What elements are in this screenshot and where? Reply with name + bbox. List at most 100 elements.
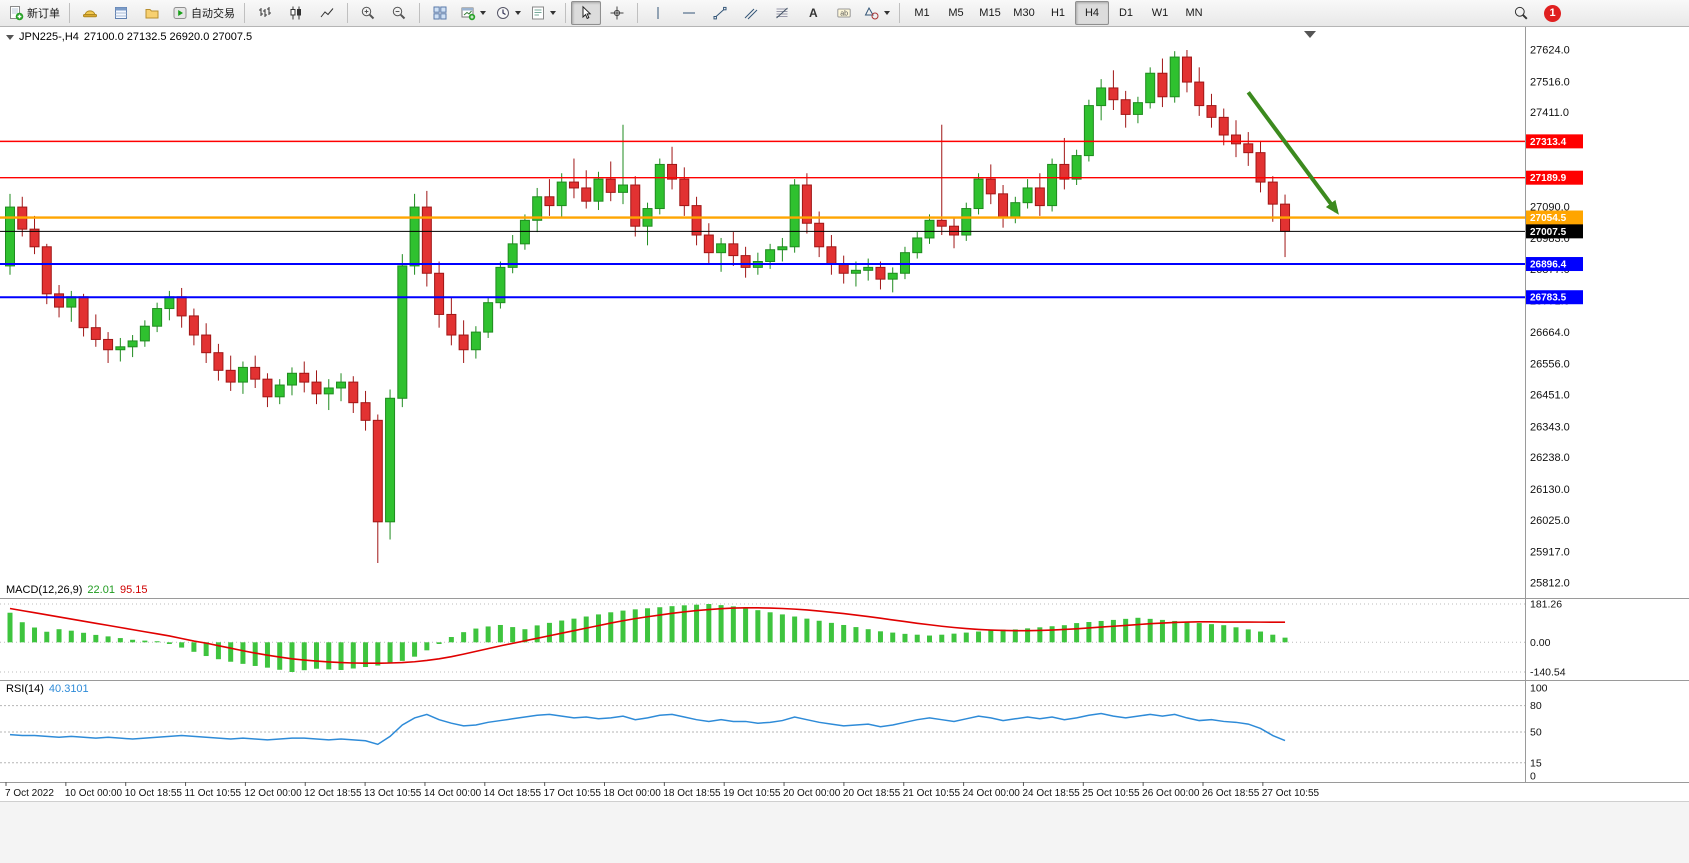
svg-text:10 Oct 00:00: 10 Oct 00:00 (65, 788, 123, 799)
svg-text:0.00: 0.00 (1530, 637, 1551, 649)
data-window-icon (115, 7, 127, 19)
toolbar-right-pad (1569, 13, 1685, 14)
search-icon (1514, 6, 1528, 20)
new-chart-icon (461, 7, 476, 21)
svg-text:11 Oct 10:55: 11 Oct 10:55 (185, 788, 242, 799)
macd-name: MACD(12,26,9) (6, 584, 83, 596)
svg-text:26451.0: 26451.0 (1530, 390, 1570, 402)
vertical-line-button[interactable] (643, 1, 673, 25)
svg-text:18 Oct 00:00: 18 Oct 00:00 (604, 788, 662, 799)
toolbar-separator (565, 3, 566, 23)
profiles-button[interactable] (75, 1, 105, 25)
candlestick-chart-button[interactable] (281, 1, 311, 25)
trendline-icon (713, 6, 727, 20)
search-button[interactable] (1506, 1, 1536, 25)
price-tag-27189.9 (1526, 170, 1583, 185)
channel-button[interactable] (736, 1, 766, 25)
line-chart-button[interactable] (312, 1, 342, 25)
trend-arrow[interactable] (1246, 91, 1339, 215)
svg-text:24 Oct 00:00: 24 Oct 00:00 (963, 788, 1021, 799)
chart-shift-marker[interactable] (1304, 31, 1316, 38)
svg-text:13 Oct 10:55: 13 Oct 10:55 (364, 788, 422, 799)
navigator-button[interactable] (137, 1, 167, 25)
crosshair-button[interactable] (602, 1, 632, 25)
channel-icon (744, 8, 758, 20)
svg-text:20 Oct 18:55: 20 Oct 18:55 (843, 788, 901, 799)
dropdown-caret-icon (515, 11, 521, 15)
navigator-folder-icon (145, 9, 159, 19)
dropdown-caret-icon (550, 11, 556, 15)
svg-text:18 Oct 18:55: 18 Oct 18:55 (663, 788, 721, 799)
svg-text:100: 100 (1530, 683, 1548, 695)
templates-icon (532, 6, 544, 20)
svg-text:ab: ab (840, 11, 848, 18)
svg-text:25917.0: 25917.0 (1530, 547, 1570, 559)
timeframe-m30-button[interactable]: M30 (1013, 7, 1035, 19)
label-button[interactable]: ab (829, 1, 859, 25)
price-tag-26783.5 (1526, 290, 1583, 305)
svg-text:14 Oct 18:55: 14 Oct 18:55 (484, 788, 542, 799)
timeframe-m1-button[interactable]: M1 (914, 7, 930, 19)
text-button[interactable]: A (798, 1, 828, 25)
svg-text:26896.4: 26896.4 (1530, 260, 1567, 271)
svg-text:A: A (809, 6, 818, 20)
toolbar: 新订单 自动交易 (0, 0, 1689, 27)
bar-chart-icon (259, 7, 271, 17)
shapes-button[interactable] (860, 1, 894, 25)
timeframe-d1-button[interactable]: D1 (1118, 7, 1134, 19)
new-order-label: 新订单 (27, 8, 60, 20)
macd-panel-label: MACD(12,26,9) 22.01 95.15 (6, 584, 147, 596)
svg-text:19 Oct 10:55: 19 Oct 10:55 (723, 788, 781, 799)
chart-collapse-icon[interactable] (6, 34, 14, 40)
svg-text:26664.0: 26664.0 (1530, 327, 1570, 339)
auto-trading-button[interactable]: 自动交易 (168, 1, 239, 25)
tile-windows-button[interactable] (425, 1, 455, 25)
bar-chart-button[interactable] (250, 1, 280, 25)
svg-text:20 Oct 00:00: 20 Oct 00:00 (783, 788, 841, 799)
timeframe-h4-button[interactable]: H4 (1075, 1, 1109, 25)
zoom-in-button[interactable] (353, 1, 383, 25)
timeframe-mn-button[interactable]: MN (1185, 7, 1203, 19)
new-order-button[interactable]: 新订单 (4, 1, 64, 25)
crosshair-icon (610, 6, 624, 20)
svg-text:12 Oct 00:00: 12 Oct 00:00 (244, 788, 302, 799)
timeframe-w1-button[interactable]: W1 (1151, 7, 1169, 19)
new-order-icon (10, 6, 24, 21)
horizontal-lines: 27313.4 27189.9 27054.5 27007.5 26896.4 26783… (0, 134, 1583, 305)
trendline-button[interactable] (705, 1, 735, 25)
svg-text:27007.5: 27007.5 (1530, 227, 1567, 238)
auto-trading-label: 自动交易 (191, 8, 235, 20)
time-axis[interactable]: 7 Oct 2022 10 Oct 00:00 10 Oct 18:55 11 Oct… (5, 782, 1320, 799)
svg-text:26130.0: 26130.0 (1530, 484, 1570, 496)
data-window-button[interactable] (106, 1, 136, 25)
chart-plot-area[interactable] (0, 27, 1689, 801)
chart-symbol-period: JPN225-,H4 (19, 31, 79, 43)
svg-text:26 Oct 18:55: 26 Oct 18:55 (1202, 788, 1260, 799)
horizontal-line-icon (683, 12, 695, 14)
zoom-in-icon (361, 6, 375, 20)
rsi-value: 40.3101 (48, 683, 89, 695)
zoom-out-button[interactable] (384, 1, 414, 25)
timeframe-m5-button[interactable]: M5 (948, 7, 964, 19)
timeframe-h1-button[interactable]: H1 (1050, 7, 1066, 19)
toolbar-separator (419, 3, 420, 23)
fibonacci-icon (776, 7, 788, 19)
svg-text:50: 50 (1530, 727, 1542, 739)
svg-text:26 Oct 00:00: 26 Oct 00:00 (1142, 788, 1200, 799)
cursor-button[interactable] (571, 1, 601, 25)
period-button[interactable] (491, 1, 525, 25)
bottom-strip (0, 801, 1689, 863)
shapes-icon (864, 6, 879, 20)
vertical-line-icon (657, 7, 659, 19)
timeframe-m15-button[interactable]: M15 (979, 7, 1001, 19)
new-chart-button[interactable] (456, 1, 490, 25)
rsi-panel-label: RSI(14) 40.3101 (6, 683, 89, 695)
price-tag-26896.4 (1526, 257, 1583, 272)
notification-badge[interactable]: 1 (1544, 4, 1561, 22)
candlesticks (5, 50, 1291, 563)
horizontal-line-button[interactable] (674, 1, 704, 25)
fibonacci-button[interactable] (767, 1, 797, 25)
templates-button[interactable] (526, 1, 560, 25)
